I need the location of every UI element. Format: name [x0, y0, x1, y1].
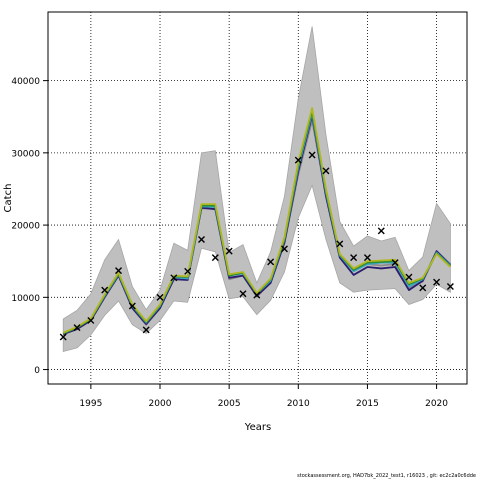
- observed-point-2017: [391, 259, 399, 267]
- y-tick-label-0: 0: [34, 366, 40, 376]
- observed-point-1993: [59, 333, 67, 341]
- confidence-band-area: [62, 26, 451, 353]
- observed-point-1998: [128, 302, 136, 310]
- x-axis: 1995 2000 2005 2010 2015 2020: [79, 384, 448, 409]
- x-tick-label-2000: 2000: [149, 399, 172, 409]
- observed-point-2009: [280, 245, 288, 253]
- observed-point-2008: [267, 258, 275, 266]
- x-tick-label-2010: 2010: [287, 399, 310, 409]
- observed-point-2004: [211, 254, 219, 262]
- x-tick-label-2005: 2005: [218, 399, 241, 409]
- y-tick-label-10000: 10000: [11, 294, 40, 304]
- observed-point-2010: [294, 156, 302, 164]
- observed-point-2016: [377, 227, 385, 235]
- observed-point-2015: [363, 254, 371, 262]
- observed-point-1999: [142, 326, 150, 334]
- y-tick-label-40000: 40000: [11, 77, 40, 87]
- observed-point-2003: [198, 236, 205, 244]
- observed-point-2001: [170, 274, 178, 282]
- confidence-band: [62, 26, 451, 353]
- observed-point-2018: [405, 273, 413, 281]
- observed-point-2011: [308, 151, 316, 159]
- plot-frame: [47, 11, 468, 385]
- footer-credit: stockassessment.org, HAD7bk_2022_test1, …: [297, 473, 476, 479]
- observed-point-2005: [225, 247, 233, 255]
- y-tick-label-30000: 30000: [11, 149, 40, 159]
- y-tick-label-20000: 20000: [11, 222, 40, 232]
- observed-point-1997: [115, 267, 123, 275]
- observed-point-2006: [239, 290, 247, 298]
- observed-point-2014: [350, 254, 358, 262]
- x-tick-label-2015: 2015: [356, 399, 379, 409]
- observed-point-2000: [156, 293, 164, 301]
- observed-point-2007: [253, 291, 261, 299]
- series-lines: [62, 107, 452, 336]
- y-axis: 0 10000 20000 30000 40000: [11, 77, 48, 376]
- observed-point-1996: [101, 286, 109, 294]
- observed-point-2021: [446, 282, 454, 290]
- x-axis-title: Years: [244, 422, 271, 433]
- observed-point-2002: [184, 267, 192, 275]
- observed-point-2012: [322, 167, 330, 175]
- observed-point-1994: [73, 324, 81, 332]
- x-tick-label-1995: 1995: [79, 399, 102, 409]
- observed-points: [59, 151, 454, 341]
- grid-lines: [48, 12, 467, 384]
- observed-point-2013: [336, 240, 344, 248]
- observed-point-1995: [87, 316, 95, 324]
- observed-point-2020: [433, 278, 441, 286]
- y-axis-title: Catch: [3, 184, 14, 213]
- observed-point-2019: [419, 284, 427, 292]
- series-line-5: [62, 107, 452, 334]
- x-tick-label-2020: 2020: [425, 399, 448, 409]
